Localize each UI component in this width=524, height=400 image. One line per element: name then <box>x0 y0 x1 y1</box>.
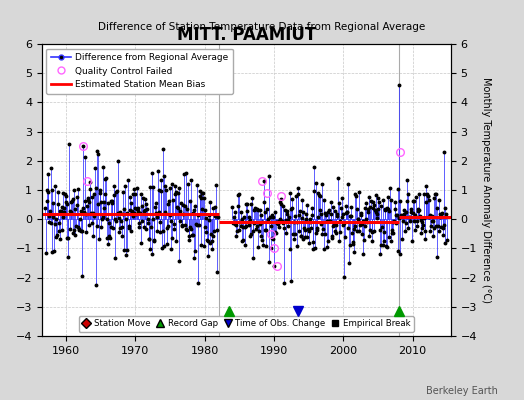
Legend: Station Move, Record Gap, Time of Obs. Change, Empirical Break: Station Move, Record Gap, Time of Obs. C… <box>79 316 414 332</box>
Text: Difference of Station Temperature Data from Regional Average: Difference of Station Temperature Data f… <box>99 22 425 32</box>
Y-axis label: Monthly Temperature Anomaly Difference (°C): Monthly Temperature Anomaly Difference (… <box>481 77 491 303</box>
Text: Berkeley Earth: Berkeley Earth <box>426 386 498 396</box>
Title: MITT. PAAMIUT: MITT. PAAMIUT <box>177 26 316 44</box>
